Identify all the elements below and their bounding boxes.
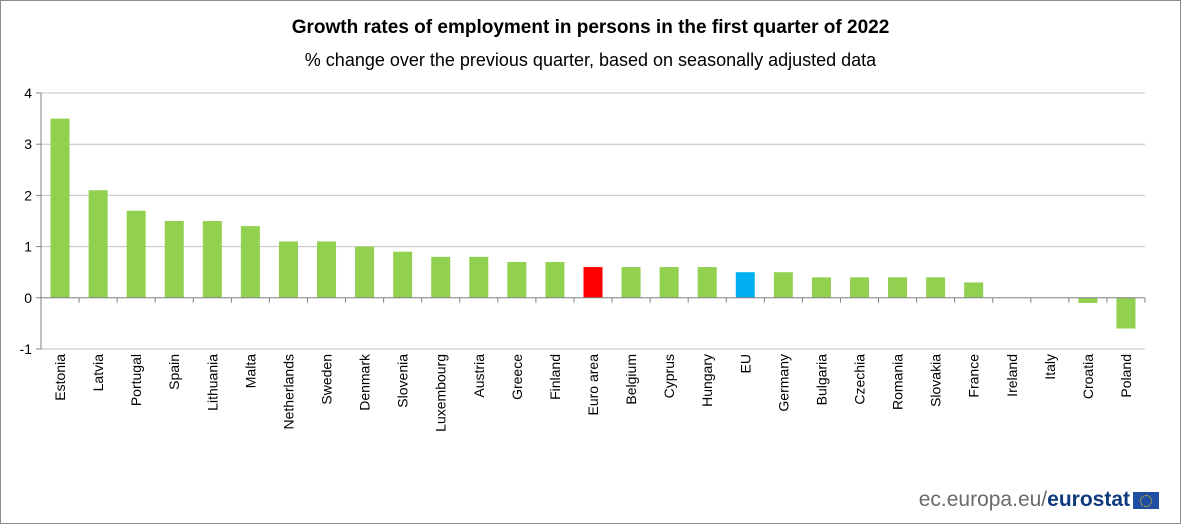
x-tick-label: Malta xyxy=(242,354,258,388)
bar xyxy=(1116,297,1136,329)
x-tick-label: Euro area xyxy=(585,354,601,416)
x-tick-label: Slovakia xyxy=(928,354,944,407)
x-tick-label: Portugal xyxy=(128,354,144,406)
x-tick-label: Spain xyxy=(166,354,182,390)
bar xyxy=(393,251,413,298)
bar xyxy=(355,246,375,298)
x-tick-label: EU xyxy=(737,354,753,373)
bar xyxy=(545,261,565,298)
x-tick-label: Finland xyxy=(547,354,563,400)
eurostat-footer[interactable]: ec.europa.eu/ eurostat xyxy=(919,488,1159,512)
bar xyxy=(202,221,222,298)
x-tick-label: Slovenia xyxy=(395,354,411,408)
y-tick-label: 2 xyxy=(24,187,32,203)
x-tick-label: Luxembourg xyxy=(433,354,449,432)
chart-subtitle: % change over the previous quarter, base… xyxy=(304,50,877,70)
bar xyxy=(126,210,146,298)
x-tick-label: Germany xyxy=(775,354,791,412)
y-tick-label: 0 xyxy=(24,290,32,306)
x-tick-label: Bulgaria xyxy=(813,354,829,406)
x-tick-label: Croatia xyxy=(1080,354,1096,399)
bar xyxy=(659,267,679,298)
x-tick-label: Austria xyxy=(471,354,487,398)
y-tick-label: -1 xyxy=(20,341,33,357)
bar xyxy=(278,241,298,298)
footer-brand: eurostat xyxy=(1047,488,1130,511)
x-tick-label: Italy xyxy=(1042,354,1058,380)
bar xyxy=(811,277,831,298)
x-tick-label: Lithuania xyxy=(204,354,220,411)
x-tick-label: Latvia xyxy=(90,354,106,392)
bar xyxy=(773,272,793,298)
chart-title: Growth rates of employment in persons in… xyxy=(291,17,890,38)
bar xyxy=(507,261,527,298)
bar xyxy=(697,267,717,298)
x-tick-label: Netherlands xyxy=(280,354,296,430)
bar xyxy=(240,226,260,298)
bar xyxy=(50,118,70,298)
x-tick-label: Greece xyxy=(509,354,525,400)
bar xyxy=(164,221,184,298)
bar xyxy=(849,277,869,298)
x-tick-label: Czechia xyxy=(851,354,867,405)
x-tick-label: Poland xyxy=(1118,354,1134,398)
bar xyxy=(583,267,603,298)
bar xyxy=(621,267,641,298)
bar xyxy=(1078,297,1098,303)
bar xyxy=(88,190,108,298)
x-tick-label: Hungary xyxy=(699,354,715,407)
y-tick-label: 1 xyxy=(24,239,32,255)
bar xyxy=(735,272,755,298)
bar xyxy=(888,277,908,298)
x-tick-label: France xyxy=(966,354,982,398)
bar xyxy=(964,282,984,298)
bar xyxy=(317,241,337,298)
x-tick-label: Denmark xyxy=(357,353,373,411)
y-tick-label: 3 xyxy=(24,136,32,152)
footer-domain: ec.europa.eu/ xyxy=(918,488,1048,511)
x-tick-label: Romania xyxy=(890,354,906,410)
x-tick-label: Cyprus xyxy=(661,354,677,398)
x-tick-label: Belgium xyxy=(623,354,639,405)
x-tick-label: Estonia xyxy=(52,354,68,401)
y-tick-label: 4 xyxy=(24,85,32,101)
bar xyxy=(469,256,489,298)
x-tick-label: Ireland xyxy=(1004,354,1020,397)
x-tick-label: Sweden xyxy=(319,354,335,405)
bar xyxy=(926,277,946,298)
bar xyxy=(431,256,451,298)
eu-flag-icon xyxy=(1133,491,1159,509)
